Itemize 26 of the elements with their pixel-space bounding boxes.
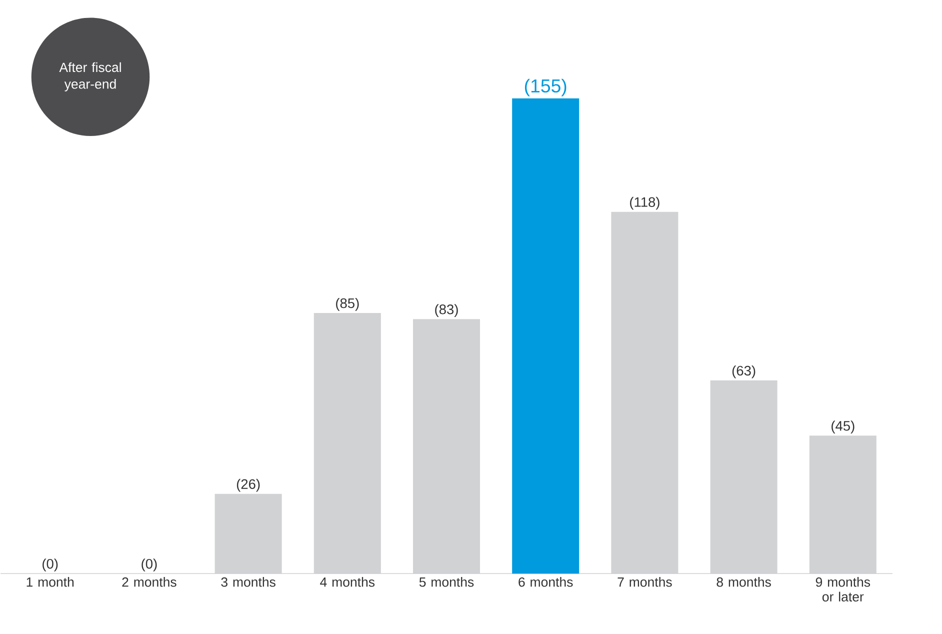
- data-label: (83): [435, 304, 458, 318]
- x-tick-label: 7 months: [618, 577, 672, 587]
- data-label: (45): [832, 420, 854, 434]
- bar: [314, 313, 381, 574]
- x-tick-label: 2 months: [122, 577, 176, 587]
- x-tick-label: 3 months: [221, 577, 276, 587]
- x-tick-label: 9 months or later: [816, 577, 870, 602]
- x-tick-label: 8 months: [716, 577, 771, 587]
- x-tick-label: 1 month: [26, 577, 74, 587]
- data-label: (118): [630, 197, 660, 210]
- data-label: (26): [236, 479, 260, 492]
- x-tick-label: 6 months: [518, 577, 573, 587]
- bar: [611, 212, 678, 574]
- data-label: (85): [336, 298, 359, 311]
- bar: [512, 98, 580, 574]
- bar: [412, 319, 480, 574]
- bar: [214, 494, 282, 574]
- x-tick-label: 4 months: [320, 577, 375, 587]
- data-label: (0): [42, 558, 58, 572]
- bar: [809, 436, 876, 574]
- data-label: (155): [524, 79, 566, 96]
- data-label: (63): [732, 366, 756, 378]
- data-label: (0): [142, 558, 157, 572]
- x-tick-label: 5 months: [419, 577, 474, 587]
- text: After fiscal year-end: [59, 62, 121, 92]
- bar: [710, 380, 778, 574]
